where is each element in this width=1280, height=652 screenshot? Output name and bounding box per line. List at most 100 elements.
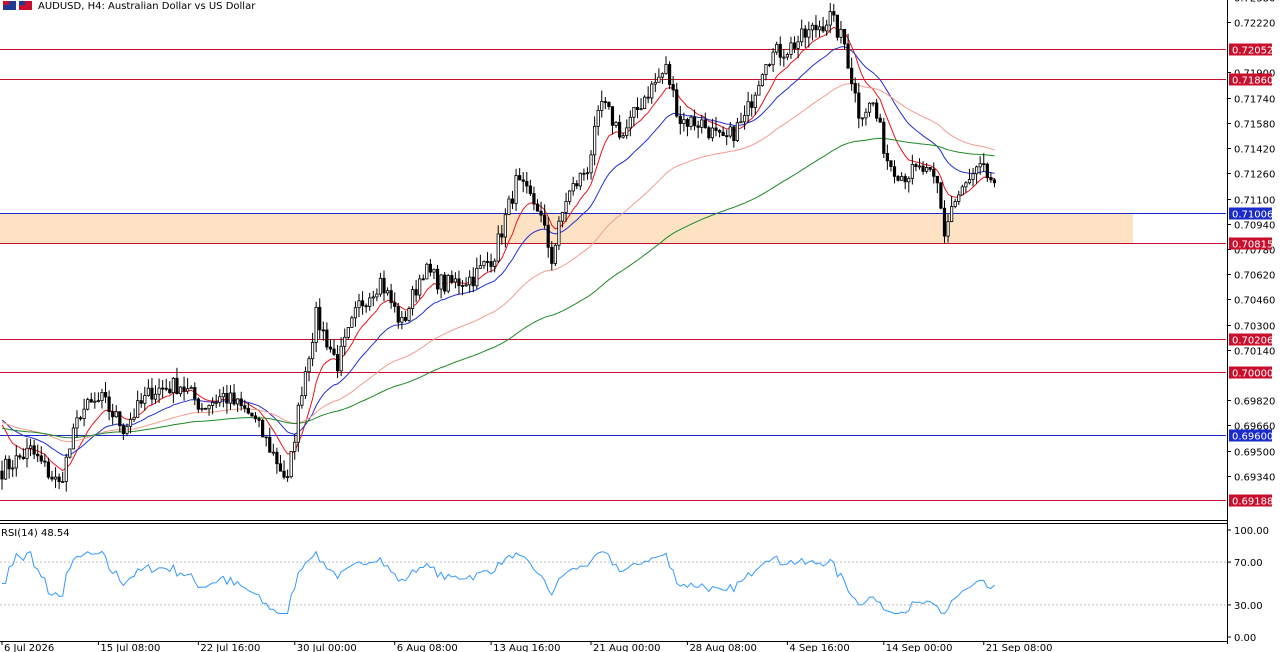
- candle-body[interactable]: [253, 415, 258, 420]
- candle-body[interactable]: [864, 111, 868, 119]
- candle-body[interactable]: [278, 463, 283, 472]
- candle-body[interactable]: [168, 388, 172, 394]
- candle-body[interactable]: [425, 263, 429, 280]
- candle-body[interactable]: [510, 198, 515, 204]
- candle-body[interactable]: [385, 290, 390, 294]
- candle-body[interactable]: [368, 297, 372, 307]
- candle-body[interactable]: [71, 427, 75, 450]
- candle-body[interactable]: [900, 176, 904, 181]
- candle-body[interactable]: [400, 316, 404, 323]
- candle-body[interactable]: [271, 451, 275, 454]
- candle-body[interactable]: [410, 289, 415, 310]
- candle-body[interactable]: [193, 387, 197, 400]
- candle-body[interactable]: [143, 395, 147, 404]
- candle-body[interactable]: [310, 342, 315, 360]
- candle-body[interactable]: [364, 305, 368, 308]
- candle-body[interactable]: [764, 64, 768, 76]
- candle-body[interactable]: [460, 285, 465, 287]
- candle-body[interactable]: [710, 127, 715, 139]
- candle-body[interactable]: [518, 175, 522, 181]
- candle-body[interactable]: [800, 28, 804, 43]
- candle-body[interactable]: [825, 24, 829, 32]
- candle-body[interactable]: [114, 411, 118, 418]
- candle-body[interactable]: [860, 117, 864, 120]
- candle-body[interactable]: [232, 392, 236, 405]
- candle-body[interactable]: [493, 260, 497, 267]
- candle-body[interactable]: [39, 455, 43, 462]
- candle-body[interactable]: [635, 106, 640, 110]
- candle-body[interactable]: [471, 276, 475, 287]
- candle-body[interactable]: [585, 172, 590, 175]
- candle-body[interactable]: [942, 207, 947, 237]
- candle-body[interactable]: [243, 405, 247, 409]
- candle-body[interactable]: [896, 176, 900, 181]
- candle-body[interactable]: [457, 278, 461, 287]
- candle-body[interactable]: [282, 470, 286, 478]
- candle-body[interactable]: [857, 92, 861, 119]
- candle-body[interactable]: [728, 126, 732, 137]
- candle-body[interactable]: [25, 447, 29, 460]
- candle-body[interactable]: [296, 404, 300, 443]
- candle-body[interactable]: [218, 396, 222, 403]
- candle-body[interactable]: [285, 476, 290, 479]
- candle-body[interactable]: [957, 194, 961, 202]
- candle-body[interactable]: [86, 399, 90, 410]
- candle-body[interactable]: [653, 81, 657, 85]
- candle-body[interactable]: [946, 221, 950, 237]
- candle-body[interactable]: [371, 296, 375, 299]
- candle-body[interactable]: [810, 24, 814, 31]
- candle-body[interactable]: [657, 76, 661, 83]
- candle-body[interactable]: [300, 395, 304, 406]
- candle-body[interactable]: [892, 166, 897, 177]
- candle-body[interactable]: [950, 206, 954, 222]
- candle-body[interactable]: [250, 412, 254, 417]
- candle-body[interactable]: [532, 193, 536, 205]
- candle-body[interactable]: [778, 43, 782, 58]
- candle-body[interactable]: [753, 94, 757, 108]
- candle-body[interactable]: [68, 448, 72, 458]
- candle-body[interactable]: [153, 393, 158, 400]
- candle-body[interactable]: [535, 203, 540, 212]
- candle-body[interactable]: [771, 51, 775, 66]
- candle-body[interactable]: [921, 165, 925, 172]
- candle-body[interactable]: [667, 64, 672, 85]
- candle-body[interactable]: [93, 400, 97, 403]
- candle-body[interactable]: [450, 274, 454, 283]
- candle-body[interactable]: [939, 182, 943, 209]
- candle-body[interactable]: [739, 121, 743, 124]
- candle-body[interactable]: [228, 392, 233, 404]
- candle-body[interactable]: [314, 306, 318, 343]
- candle-body[interactable]: [343, 336, 347, 347]
- candle-body[interactable]: [596, 110, 600, 127]
- candle-body[interactable]: [842, 28, 847, 45]
- candle-body[interactable]: [742, 115, 747, 123]
- candle-body[interactable]: [521, 179, 525, 182]
- candle-body[interactable]: [157, 387, 161, 395]
- candle-body[interactable]: [211, 402, 215, 406]
- candle-body[interactable]: [714, 127, 718, 131]
- candle-body[interactable]: [150, 387, 154, 400]
- candle-body[interactable]: [111, 411, 115, 418]
- candle-body[interactable]: [421, 278, 425, 281]
- candle-body[interactable]: [685, 119, 690, 127]
- candle-body[interactable]: [482, 261, 486, 267]
- candle-body[interactable]: [632, 106, 636, 118]
- candle-body[interactable]: [703, 119, 707, 129]
- candle-body[interactable]: [239, 398, 243, 407]
- candle-body[interactable]: [403, 316, 408, 321]
- candle-body[interactable]: [650, 83, 654, 99]
- candle-body[interactable]: [11, 467, 15, 470]
- candle-body[interactable]: [660, 73, 665, 78]
- candle-body[interactable]: [307, 358, 311, 373]
- candle-body[interactable]: [789, 42, 793, 55]
- candle-body[interactable]: [750, 101, 754, 108]
- candle-body[interactable]: [503, 214, 507, 238]
- candle-body[interactable]: [664, 64, 668, 75]
- candle-body[interactable]: [907, 177, 911, 183]
- candle-body[interactable]: [910, 164, 914, 179]
- candle-body[interactable]: [303, 371, 308, 397]
- candle-body[interactable]: [100, 392, 104, 402]
- candle-body[interactable]: [378, 277, 383, 295]
- candle-body[interactable]: [643, 96, 647, 110]
- candle-body[interactable]: [500, 233, 504, 238]
